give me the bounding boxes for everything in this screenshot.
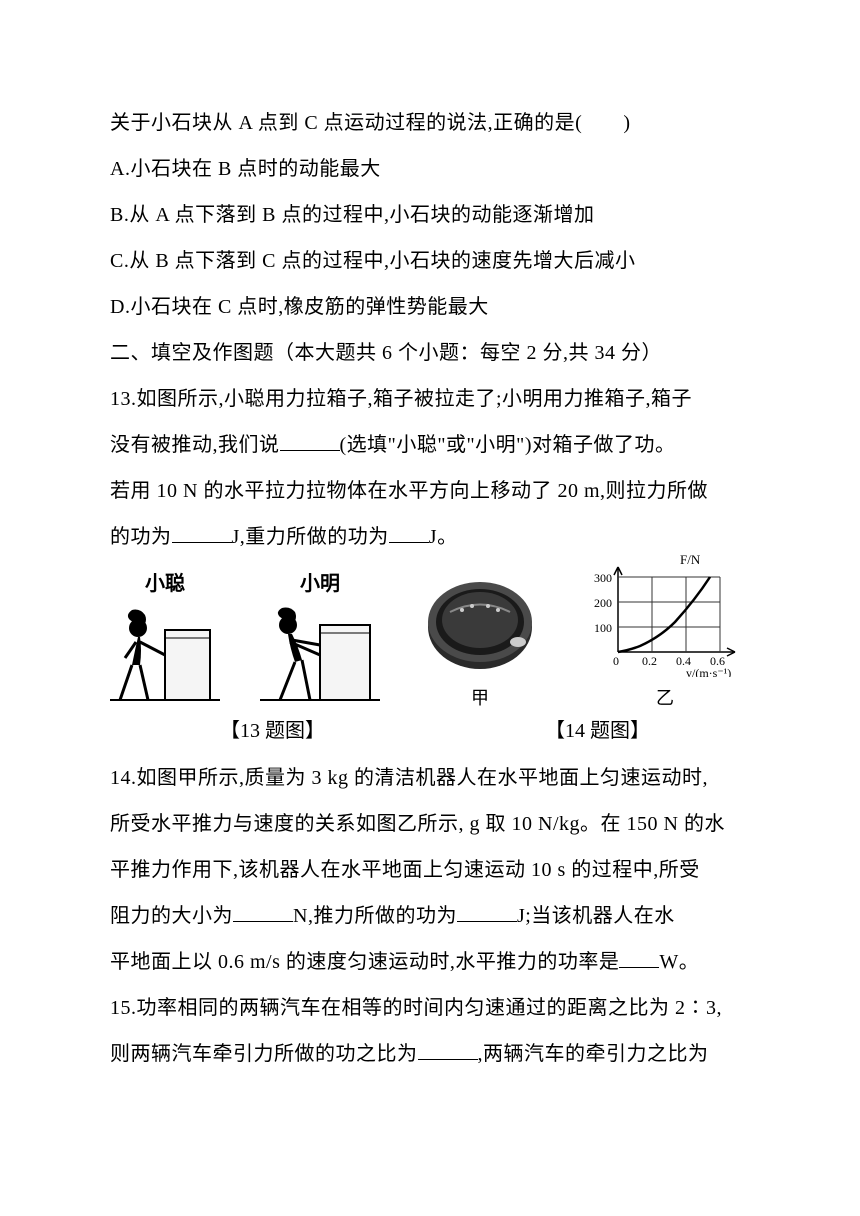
blank-1 bbox=[280, 429, 340, 451]
q15-line2: 则两辆汽车牵引力所做的功之比为 ,两辆汽车的牵引力之比为 bbox=[110, 1031, 750, 1077]
section2-title: 二、填空及作图题（本大题共 6 个小题：每空 2 分,共 34 分） bbox=[110, 330, 750, 376]
blank-7 bbox=[418, 1038, 478, 1060]
svg-text:0.2: 0.2 bbox=[642, 654, 657, 668]
q14-l4b: N,推力所做的功为 bbox=[293, 905, 457, 927]
q14-line3: 平推力作用下,该机器人在水平地面上匀速运动 10 s 的过程中,所受 bbox=[110, 847, 750, 893]
q12-stem: 关于小石块从 A 点到 C 点运动过程的说法,正确的是( ) bbox=[110, 100, 750, 146]
q12-optC: C.从 B 点下落到 C 点的过程中,小石块的速度先增大后减小 bbox=[110, 238, 750, 284]
q12-optA: A.小石块在 B 点时的动能最大 bbox=[110, 146, 750, 192]
q15-line1: 15.功率相同的两辆汽车在相等的时间内匀速通过的距离之比为 2∶3, bbox=[110, 985, 750, 1031]
push-icon bbox=[260, 600, 380, 710]
svg-text:0: 0 bbox=[613, 654, 619, 668]
y-axis-label: F/N bbox=[680, 552, 701, 567]
label-pull: 小聪 bbox=[145, 567, 185, 596]
blank-3 bbox=[389, 521, 429, 543]
caption-14: 【14 题图】 bbox=[545, 714, 650, 743]
robot-icon bbox=[420, 572, 540, 677]
figure-robot: 甲 bbox=[420, 572, 540, 710]
blank-5 bbox=[457, 900, 517, 922]
q14-l4a: 阻力的大小为 bbox=[110, 905, 233, 927]
q14-line4: 阻力的大小为 N,推力所做的功为 J;当该机器人在水 bbox=[110, 893, 750, 939]
q14-l4c: J;当该机器人在水 bbox=[517, 905, 675, 927]
figure-pull: 小聪 bbox=[110, 567, 220, 710]
caption-13: 【13 题图】 bbox=[220, 714, 325, 743]
q13-line1: 13.如图所示,小聪用力拉箱子,箱子被拉走了;小明用力推箱子,箱子 bbox=[110, 376, 750, 422]
chart-icon: F/N 300 200 100 0 0.2 0.4 0.6 v/(m·s⁻¹) bbox=[580, 552, 750, 677]
svg-text:v/(m·s⁻¹): v/(m·s⁻¹) bbox=[686, 666, 731, 677]
pull-icon bbox=[110, 600, 220, 710]
blank-4 bbox=[233, 900, 293, 922]
label-robot: 甲 bbox=[420, 684, 540, 710]
q15-l2b: ,两辆汽车的牵引力之比为 bbox=[478, 1043, 709, 1065]
label-chart: 乙 bbox=[580, 684, 750, 710]
q14-l5a: 平地面上以 0.6 m/s 的速度匀速运动时,水平推力的功率是 bbox=[110, 951, 619, 973]
q13-line2a: 没有被推动,我们说 bbox=[110, 434, 280, 456]
q13-line3: 若用 10 N 的水平拉力拉物体在水平方向上移动了 20 m,则拉力所做 bbox=[110, 468, 750, 514]
q15-l2a: 则两辆汽车牵引力所做的功之比为 bbox=[110, 1043, 418, 1065]
q14-line1: 14.如图甲所示,质量为 3 kg 的清洁机器人在水平地面上匀速运动时, bbox=[110, 755, 750, 801]
q13-l4b: J,重力所做的功为 bbox=[232, 526, 389, 548]
q13-l4c: J。 bbox=[429, 526, 458, 548]
q13-line2b: (选填"小聪"或"小明")对箱子做了功。 bbox=[340, 434, 676, 456]
blank-6 bbox=[619, 946, 659, 968]
blank-2 bbox=[172, 521, 232, 543]
figure-chart: F/N 300 200 100 0 0.2 0.4 0.6 v/(m·s⁻¹) … bbox=[580, 552, 750, 710]
q14-line5: 平地面上以 0.6 m/s 的速度匀速运动时,水平推力的功率是 W。 bbox=[110, 939, 750, 985]
q14-line2: 所受水平推力与速度的关系如图乙所示, g 取 10 N/kg。在 150 N 的… bbox=[110, 801, 750, 847]
svg-text:200: 200 bbox=[594, 596, 612, 610]
figure-push: 小明 bbox=[260, 567, 380, 710]
q12-optD: D.小石块在 C 点时,橡皮筋的弹性势能最大 bbox=[110, 284, 750, 330]
caption-row: 【13 题图】 【14 题图】 bbox=[110, 714, 750, 743]
svg-text:300: 300 bbox=[594, 571, 612, 585]
q13-line2: 没有被推动,我们说 (选填"小聪"或"小明")对箱子做了功。 bbox=[110, 422, 750, 468]
label-push: 小明 bbox=[300, 567, 340, 596]
svg-text:100: 100 bbox=[594, 621, 612, 635]
q13-l4a: 的功为 bbox=[110, 526, 172, 548]
q12-optB: B.从 A 点下落到 B 点的过程中,小石块的动能逐渐增加 bbox=[110, 192, 750, 238]
q14-l5b: W。 bbox=[659, 951, 699, 973]
figure-row: 小聪 小明 bbox=[110, 570, 750, 710]
